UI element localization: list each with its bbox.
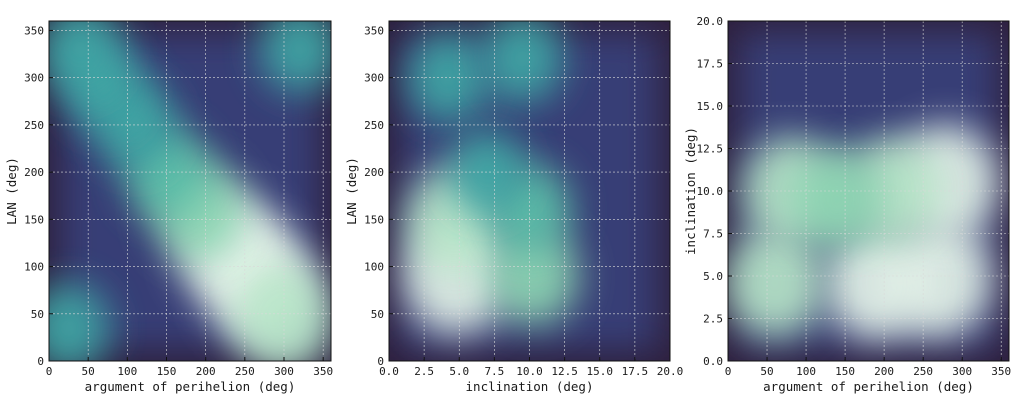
y-tick-label: 5.0 <box>703 270 723 283</box>
chart-panel-3: 0 50 100 150 200 250 300 350 0.0 2.5 5.0 7.5 10.0 12.… <box>683 15 1011 394</box>
x-tick-label: 50 <box>82 365 95 378</box>
y-tick-label: 100 <box>24 261 44 274</box>
y-axis-label: LAN (deg) <box>344 157 359 225</box>
x-tick-label: 150 <box>157 365 177 378</box>
y-tick-label: 250 <box>364 119 384 132</box>
y-tick-label: 350 <box>364 24 384 37</box>
y-tick-label: 300 <box>24 72 44 85</box>
chart-panel-1: 0 50 100 150 200 250 300 350 0 50 100 150 200 250 300 3… <box>4 20 333 394</box>
y-tick-label: 50 <box>31 308 44 321</box>
x-tick-label: 2.5 <box>414 365 434 378</box>
plot-frame <box>727 20 1010 362</box>
density-peak-5 <box>407 32 489 123</box>
x-tick-label: 20.0 <box>657 365 684 378</box>
chart-panel-2: 0.0 2.5 5.0 7.5 10.0 12.5 15.0 17.5 20.0 0 50 100 15… <box>344 20 684 394</box>
x-tick-label: 0 <box>46 365 53 378</box>
y-tick-label: 10.0 <box>697 185 724 198</box>
x-tick-label: 350 <box>313 365 333 378</box>
density-peak-3 <box>728 227 826 339</box>
x-tick-label: 10.0 <box>516 365 543 378</box>
y-tick-label: 50 <box>371 308 384 321</box>
y-tick-label: 17.5 <box>697 58 724 71</box>
density-peak-2 <box>823 224 930 341</box>
x-axis-label: argument of perihelion (deg) <box>763 379 974 394</box>
x-tick-label: 0.0 <box>379 365 399 378</box>
y-tick-label: 15.0 <box>697 100 724 113</box>
x-tick-label: 250 <box>235 365 255 378</box>
x-tick-label: 250 <box>913 365 933 378</box>
y-tick-label: 12.5 <box>697 143 724 156</box>
x-tick-label: 17.5 <box>622 365 649 378</box>
x-tick-label: 300 <box>274 365 294 378</box>
plot-frame <box>48 20 332 362</box>
x-tick-label: 7.5 <box>484 365 504 378</box>
x-tick-label: 50 <box>760 365 773 378</box>
y-tick-label: 0 <box>377 355 384 368</box>
x-tick-label: 150 <box>835 365 855 378</box>
y-tick-label: 350 <box>24 24 44 37</box>
x-axis-label: inclination (deg) <box>466 379 594 394</box>
x-axis-label: argument of perihelion (deg) <box>85 379 296 394</box>
density-peak-10 <box>49 283 110 361</box>
y-axis-label: LAN (deg) <box>4 157 19 225</box>
y-tick-label: 200 <box>364 166 384 179</box>
x-tick-label: 100 <box>117 365 137 378</box>
y-tick-label: 7.5 <box>703 228 723 241</box>
x-tick-label: 15.0 <box>587 365 614 378</box>
x-tick-label: 300 <box>952 365 972 378</box>
y-tick-label: 200 <box>24 166 44 179</box>
y-tick-label: 20.0 <box>697 15 724 28</box>
plot-frame <box>388 20 671 362</box>
y-tick-label: 2.5 <box>703 313 723 326</box>
density-peak-7 <box>448 129 526 215</box>
density-field <box>49 21 331 361</box>
x-tick-label: 12.5 <box>551 365 578 378</box>
density-peak-6 <box>481 21 564 104</box>
x-tick-label: 200 <box>196 365 216 378</box>
y-tick-label: 150 <box>24 213 44 226</box>
y-tick-label: 150 <box>364 213 384 226</box>
x-tick-label: 100 <box>796 365 816 378</box>
y-tick-label: 0.0 <box>703 355 723 368</box>
density-peak-9 <box>259 21 331 93</box>
density-peak-7 <box>792 149 883 250</box>
x-tick-label: 0 <box>725 365 732 378</box>
density-peak-8 <box>49 21 122 95</box>
y-tick-label: 300 <box>364 72 384 85</box>
density-peak-3 <box>234 263 331 361</box>
y-axis-label: inclination (deg) <box>683 127 698 255</box>
x-tick-label: 200 <box>874 365 894 378</box>
y-tick-label: 0 <box>37 355 44 368</box>
y-tick-label: 250 <box>24 119 44 132</box>
x-tick-label: 350 <box>991 365 1011 378</box>
y-tick-label: 100 <box>364 261 384 274</box>
x-tick-label: 5.0 <box>449 365 469 378</box>
